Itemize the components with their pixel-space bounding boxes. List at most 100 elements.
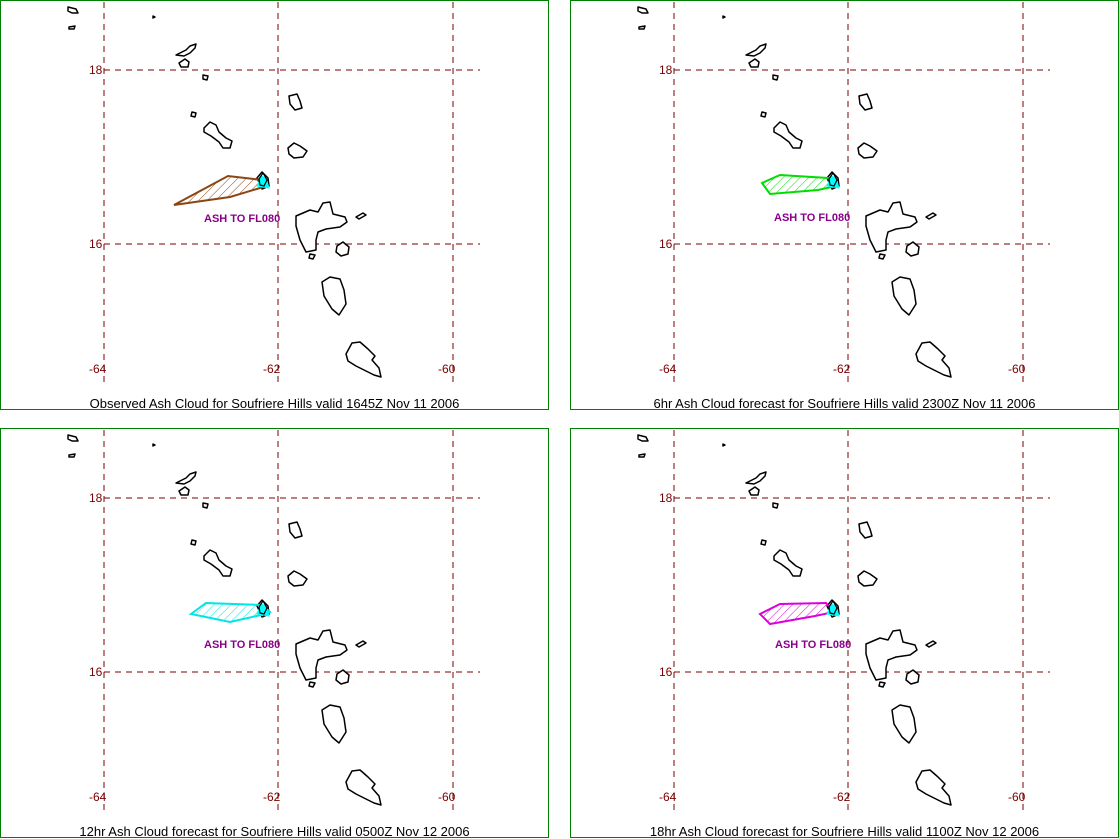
island-outline: [68, 453, 76, 458]
island-outline: [175, 471, 197, 485]
island-outline: [748, 486, 760, 496]
ash-map-panel-observed: 18 16 -64 -62 -60 ASH TO FL080 Observed Ash Cl…: [0, 0, 549, 410]
island-outline: [308, 253, 316, 260]
island-outline: [772, 74, 779, 81]
ash-height-label: ASH TO FL080: [204, 213, 280, 225]
coastlines: [67, 6, 382, 378]
lat-label: 18: [659, 491, 673, 505]
island-outline: [288, 93, 303, 111]
island-outline: [915, 769, 952, 806]
island-outline: [287, 570, 308, 587]
montserrat-island-outline: [258, 171, 268, 187]
island-outline: [857, 570, 878, 587]
map-frame: [570, 428, 1119, 838]
lon-label: -62: [833, 790, 851, 804]
island-outline: [345, 341, 382, 378]
lon-label: -62: [263, 790, 281, 804]
island-outline: [152, 443, 156, 447]
island-outline: [355, 640, 367, 648]
lon-label: -62: [263, 362, 281, 376]
lon-label: -62: [833, 362, 851, 376]
island-outline: [638, 25, 646, 30]
lat-label: 16: [659, 237, 673, 251]
lon-label: -64: [89, 790, 107, 804]
island-outline: [915, 341, 952, 378]
lon-label: -64: [89, 362, 107, 376]
lon-label: -60: [1008, 362, 1026, 376]
montserrat-island-outline: [828, 599, 838, 615]
ash-height-label: ASH TO FL080: [775, 639, 851, 651]
island-outline: [905, 669, 920, 685]
island-outline: [773, 549, 803, 577]
map-canvas-12hr: 18 16 -64 -62 -60 ASH TO FL080 12hr Ash Cloud …: [0, 428, 549, 838]
island-outline: [865, 629, 918, 681]
island-outline: [773, 121, 803, 149]
island-outline: [178, 486, 190, 496]
island-outline: [295, 629, 348, 681]
island-outline: [748, 58, 760, 68]
ash-cloud-polygon: [188, 601, 272, 624]
island-outline: [203, 549, 233, 577]
lon-label: -60: [1008, 790, 1026, 804]
island-outline: [745, 43, 767, 57]
island-outline: [345, 769, 382, 806]
island-outline: [190, 111, 197, 118]
island-outline: [321, 704, 347, 744]
ash-height-label: ASH TO FL080: [204, 639, 280, 651]
panel-caption: 12hr Ash Cloud forecast for Soufriere Hi…: [79, 824, 469, 838]
island-outline: [202, 74, 209, 81]
ash-map-panel-12hr: 18 16 -64 -62 -60 ASH TO FL080 12hr Ash Cloud …: [0, 428, 549, 838]
island-outline: [190, 539, 197, 546]
lat-label: 16: [659, 665, 673, 679]
lat-label: 16: [89, 665, 103, 679]
island-outline: [891, 704, 917, 744]
island-outline: [858, 521, 873, 539]
island-outline: [638, 453, 646, 458]
lon-label: -60: [438, 362, 456, 376]
island-outline: [722, 443, 726, 447]
lat-label: 18: [659, 63, 673, 77]
island-outline: [857, 142, 878, 159]
island-outline: [858, 93, 873, 111]
island-outline: [865, 201, 918, 253]
map-canvas-18hr: 18 16 -64 -62 -60 ASH TO FL080 18hr Ash Cloud …: [570, 428, 1119, 838]
panel-caption: 18hr Ash Cloud forecast for Soufriere Hi…: [650, 824, 1039, 838]
panel-caption: Observed Ash Cloud for Soufriere Hills v…: [90, 396, 460, 410]
lon-label: -60: [438, 790, 456, 804]
island-outline: [67, 6, 79, 14]
island-outline: [891, 276, 917, 316]
island-outline: [308, 681, 316, 688]
island-outline: [335, 669, 350, 685]
lon-label: -64: [659, 362, 677, 376]
island-outline: [288, 521, 303, 539]
map-canvas-observed: 18 16 -64 -62 -60 ASH TO FL080 Observed Ash Cl…: [0, 0, 549, 410]
island-outline: [202, 502, 209, 509]
island-outline: [925, 212, 937, 220]
map-frame: [0, 0, 549, 410]
island-outline: [355, 212, 367, 220]
island-outline: [878, 253, 886, 260]
island-outline: [722, 15, 726, 19]
island-outline: [287, 142, 308, 159]
island-outline: [905, 241, 920, 257]
island-outline: [203, 121, 233, 149]
island-outline: [745, 471, 767, 485]
island-outline: [321, 276, 347, 316]
lat-label: 18: [89, 491, 103, 505]
island-outline: [925, 640, 937, 648]
coastlines: [67, 434, 382, 806]
island-outline: [637, 6, 649, 14]
map-frame: [570, 0, 1119, 410]
island-outline: [760, 539, 767, 546]
ash-map-panel-6hr: 18 16 -64 -62 -60 ASH TO FL080 6hr Ash Cloud f…: [570, 0, 1119, 410]
island-outline: [637, 434, 649, 442]
island-outline: [760, 111, 767, 118]
island-outline: [178, 58, 190, 68]
island-outline: [295, 201, 348, 253]
island-outline: [67, 434, 79, 442]
lat-label: 18: [89, 63, 103, 77]
ash-height-label: ASH TO FL080: [774, 212, 850, 224]
island-outline: [335, 241, 350, 257]
map-canvas-6hr: 18 16 -64 -62 -60 ASH TO FL080 6hr Ash Cloud f…: [570, 0, 1119, 410]
island-outline: [878, 681, 886, 688]
